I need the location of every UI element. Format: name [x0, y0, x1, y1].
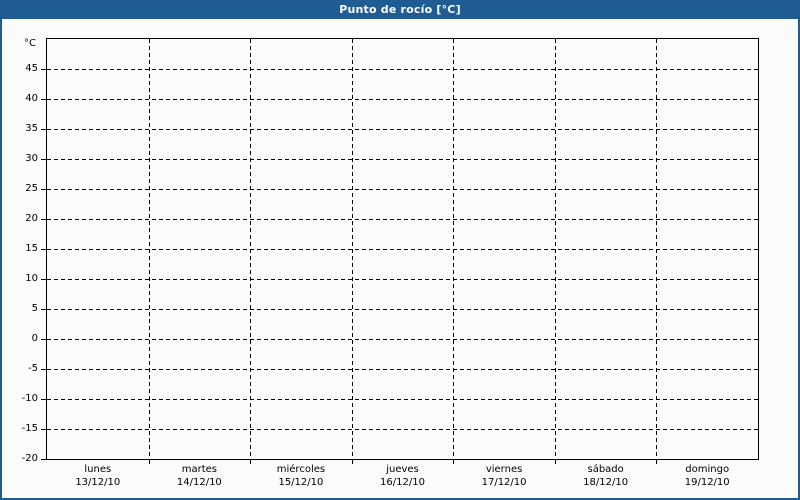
y-axis-unit-label: °C — [24, 38, 36, 49]
x-tick-mark — [656, 460, 657, 464]
y-tick-mark — [41, 339, 46, 340]
x-axis: lunes 13/12/10 martes 14/12/10 miércoles 15/1… — [2, 463, 800, 499]
y-tick-label: 25 — [25, 183, 38, 194]
x-tick-mark — [250, 460, 251, 464]
y-tick-label: 35 — [25, 123, 38, 134]
x-tick-mark — [453, 460, 454, 464]
y-tick-mark — [41, 459, 46, 460]
y-tick-label: 20 — [25, 213, 38, 224]
y-tick-mark — [41, 159, 46, 160]
y-tick-mark — [41, 369, 46, 370]
y-tick-label: -20 — [21, 453, 38, 464]
y-tick-label: -10 — [21, 393, 38, 404]
x-tick-day-label: sábado — [587, 464, 624, 475]
y-tick-label: 5 — [31, 303, 38, 314]
x-tick-date-label: 17/12/10 — [481, 477, 527, 488]
y-tick-mark — [41, 99, 46, 100]
x-tick-day-label: miércoles — [276, 464, 326, 475]
x-tick-date-label: 13/12/10 — [75, 477, 121, 488]
y-tick-mark — [41, 69, 46, 70]
x-tick-day-label: jueves — [386, 464, 419, 475]
x-tick-group: miércoles 15/12/10 — [277, 463, 325, 489]
x-tick-group: lunes 13/12/10 — [75, 463, 120, 489]
chart-title-bar: Punto de rocío [°C] — [0, 0, 800, 19]
y-tick-mark — [41, 249, 46, 250]
plot-area — [46, 38, 759, 460]
y-axis: 45 40 35 30 25 20 15 10 5 0 -5 -10 -15 -20 — [2, 0, 46, 500]
x-tick-mark — [555, 460, 556, 464]
x-tick-group: martes 14/12/10 — [177, 463, 222, 489]
y-tick-mark — [41, 309, 46, 310]
x-tick-group: viernes 17/12/10 — [482, 463, 527, 489]
x-tick-mark — [352, 460, 353, 464]
grid-lines — [47, 39, 758, 459]
y-tick-label: -5 — [28, 363, 38, 374]
x-tick-day-label: viernes — [485, 464, 523, 475]
y-tick-label: -15 — [21, 423, 38, 434]
x-tick-date-label: 16/12/10 — [380, 477, 425, 488]
y-tick-mark — [41, 429, 46, 430]
x-tick-day-label: lunes — [84, 464, 112, 475]
y-tick-label: 15 — [25, 243, 38, 254]
x-tick-day-label: martes — [181, 464, 217, 475]
y-tick-mark — [41, 399, 46, 400]
y-tick-label: 30 — [25, 153, 38, 164]
x-tick-date-label: 14/12/10 — [176, 477, 222, 488]
x-tick-date-label: 18/12/10 — [583, 477, 629, 488]
y-tick-mark — [41, 219, 46, 220]
x-tick-group: domingo 19/12/10 — [685, 463, 730, 489]
y-tick-mark — [41, 279, 46, 280]
chart-title: Punto de rocío [°C] — [339, 3, 461, 16]
y-tick-mark — [41, 189, 46, 190]
y-tick-mark — [41, 129, 46, 130]
x-tick-date-label: 15/12/10 — [278, 477, 324, 488]
x-tick-mark — [149, 460, 150, 464]
y-tick-label: 0 — [31, 333, 38, 344]
y-tick-label: 10 — [25, 273, 38, 284]
x-tick-date-label: 19/12/10 — [684, 477, 730, 488]
y-tick-label: 45 — [25, 63, 38, 74]
y-tick-label: 40 — [25, 93, 38, 104]
x-tick-day-label: domingo — [685, 464, 730, 475]
x-tick-group: sábado 18/12/10 — [583, 463, 628, 489]
x-tick-group: jueves 16/12/10 — [380, 463, 425, 489]
